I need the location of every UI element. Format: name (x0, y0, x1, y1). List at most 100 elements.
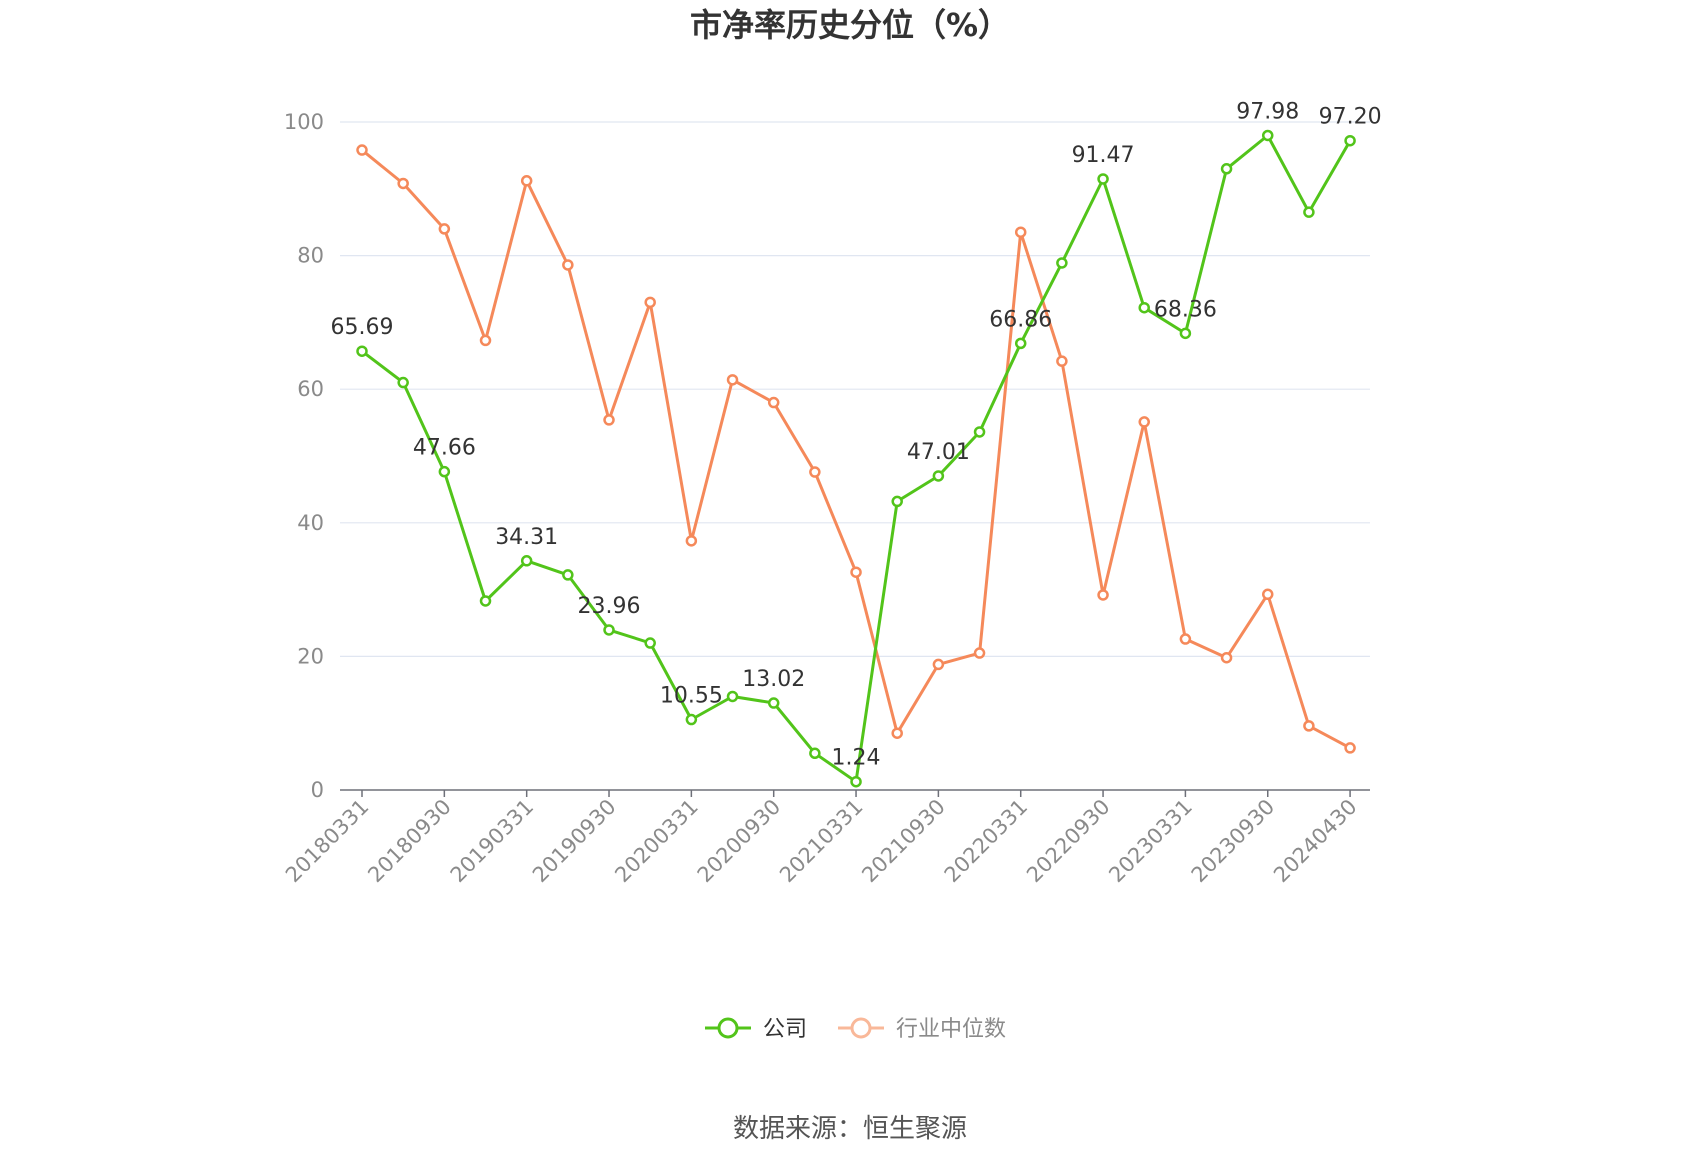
x-tick-label: 20210930 (857, 795, 950, 888)
data-label: 1.24 (832, 746, 881, 771)
x-tick-label: 20230930 (1187, 795, 1280, 888)
data-point (891, 495, 903, 508)
x-tick-label: 20200930 (693, 795, 786, 888)
data-point (973, 647, 986, 659)
grid-lines (340, 121, 1370, 658)
data-point (973, 426, 986, 438)
chart-title: 市净率历史分位（%） (690, 6, 1010, 44)
data-point (850, 566, 862, 578)
y-tick-label: 100 (284, 110, 324, 134)
data-point (767, 697, 780, 709)
y-axis: 0 20 40 60 80 100 (284, 110, 324, 802)
x-tick-label: 20230331 (1104, 795, 1197, 888)
x-tick-label: 20180331 (281, 795, 374, 888)
x-tick-label: 20210331 (775, 795, 868, 888)
data-point (726, 374, 739, 386)
data-point (1303, 720, 1315, 732)
data-point (356, 144, 368, 156)
data-label: 34.31 (495, 525, 558, 550)
data-point (1097, 173, 1109, 185)
data-point (562, 259, 574, 271)
x-tick-label: 20240430 (1269, 795, 1362, 888)
data-point (1097, 589, 1109, 601)
legend: 公司 行业中位数 (705, 1017, 1006, 1042)
legend-marker (850, 1017, 872, 1039)
data-point (479, 334, 492, 347)
y-tick-label: 80 (297, 244, 324, 268)
series-line (361, 134, 1352, 784)
data-point (1014, 337, 1027, 350)
data-point (1344, 134, 1356, 147)
data-point (685, 535, 698, 547)
y-tick-label: 40 (297, 511, 324, 535)
data-point (1179, 327, 1192, 340)
data-point (767, 396, 780, 409)
data-label: 10.55 (660, 684, 723, 709)
data-point (1179, 633, 1192, 645)
data-point (1138, 301, 1150, 314)
data-point (932, 470, 945, 482)
data-point (397, 376, 409, 389)
data-point (850, 775, 862, 788)
legend-marker (717, 1017, 739, 1039)
data-point (520, 555, 533, 567)
data-label: 65.69 (331, 315, 394, 340)
data-point (644, 637, 656, 649)
data-point (356, 345, 368, 357)
data-point (809, 466, 821, 478)
data-point (520, 175, 533, 187)
data-label: 47.66 (413, 436, 476, 461)
data-point (1261, 129, 1274, 142)
data-label: 97.20 (1319, 105, 1382, 130)
data-point (438, 223, 451, 235)
data-point (644, 296, 656, 309)
y-tick-label: 0 (311, 778, 324, 802)
data-label: 13.02 (742, 667, 805, 692)
data-point (1261, 588, 1274, 601)
x-tick-label: 20220331 (940, 795, 1033, 888)
y-tick-label: 60 (297, 377, 324, 401)
series-layer: 65.69 47.66 34.31 23.96 10.55 13.02 1.24 47.01 6… (331, 99, 1382, 788)
data-point (438, 465, 451, 478)
y-tick-label: 20 (297, 644, 324, 668)
series-industry-median (356, 144, 1356, 754)
x-tick-label: 20220930 (1022, 795, 1115, 888)
data-point (932, 658, 945, 671)
data-point (1014, 226, 1027, 238)
data-point (1220, 651, 1233, 664)
data-point (726, 690, 739, 703)
data-point (603, 414, 615, 426)
data-point (603, 624, 615, 636)
data-label: 66.86 (989, 307, 1052, 332)
data-label: 68.36 (1154, 297, 1217, 322)
data-point (397, 177, 409, 190)
data-point (1138, 416, 1150, 428)
x-tick-label: 20200331 (610, 795, 703, 888)
legend-item-company: 公司 (705, 1017, 807, 1042)
data-point (479, 595, 492, 607)
series-company: 65.69 47.66 34.31 23.96 10.55 13.02 1.24 47.01 6… (331, 99, 1382, 788)
legend-label: 行业中位数 (896, 1017, 1006, 1042)
x-axis: 2018033120180930201903312019093020200331… (281, 789, 1370, 888)
data-label: 23.96 (578, 594, 641, 619)
data-source: 数据来源：恒生聚源 (733, 1114, 967, 1144)
data-point (685, 713, 698, 726)
data-point (1344, 742, 1356, 754)
x-tick-label: 20180930 (363, 795, 456, 888)
x-tick-label: 20190331 (446, 795, 539, 888)
data-point (1220, 163, 1233, 175)
data-label: 97.98 (1236, 99, 1299, 124)
data-point (891, 727, 903, 739)
data-label: 47.01 (907, 440, 970, 465)
data-point (809, 747, 821, 760)
data-point (1303, 206, 1315, 218)
series-line (361, 148, 1351, 750)
x-tick-label: 20190930 (528, 795, 621, 888)
data-point (562, 569, 574, 581)
legend-label: 公司 (763, 1017, 807, 1042)
data-point (1056, 257, 1068, 269)
legend-item-industry-median: 行业中位数 (838, 1017, 1006, 1042)
data-point (1056, 355, 1068, 367)
data-label: 91.47 (1072, 143, 1135, 168)
